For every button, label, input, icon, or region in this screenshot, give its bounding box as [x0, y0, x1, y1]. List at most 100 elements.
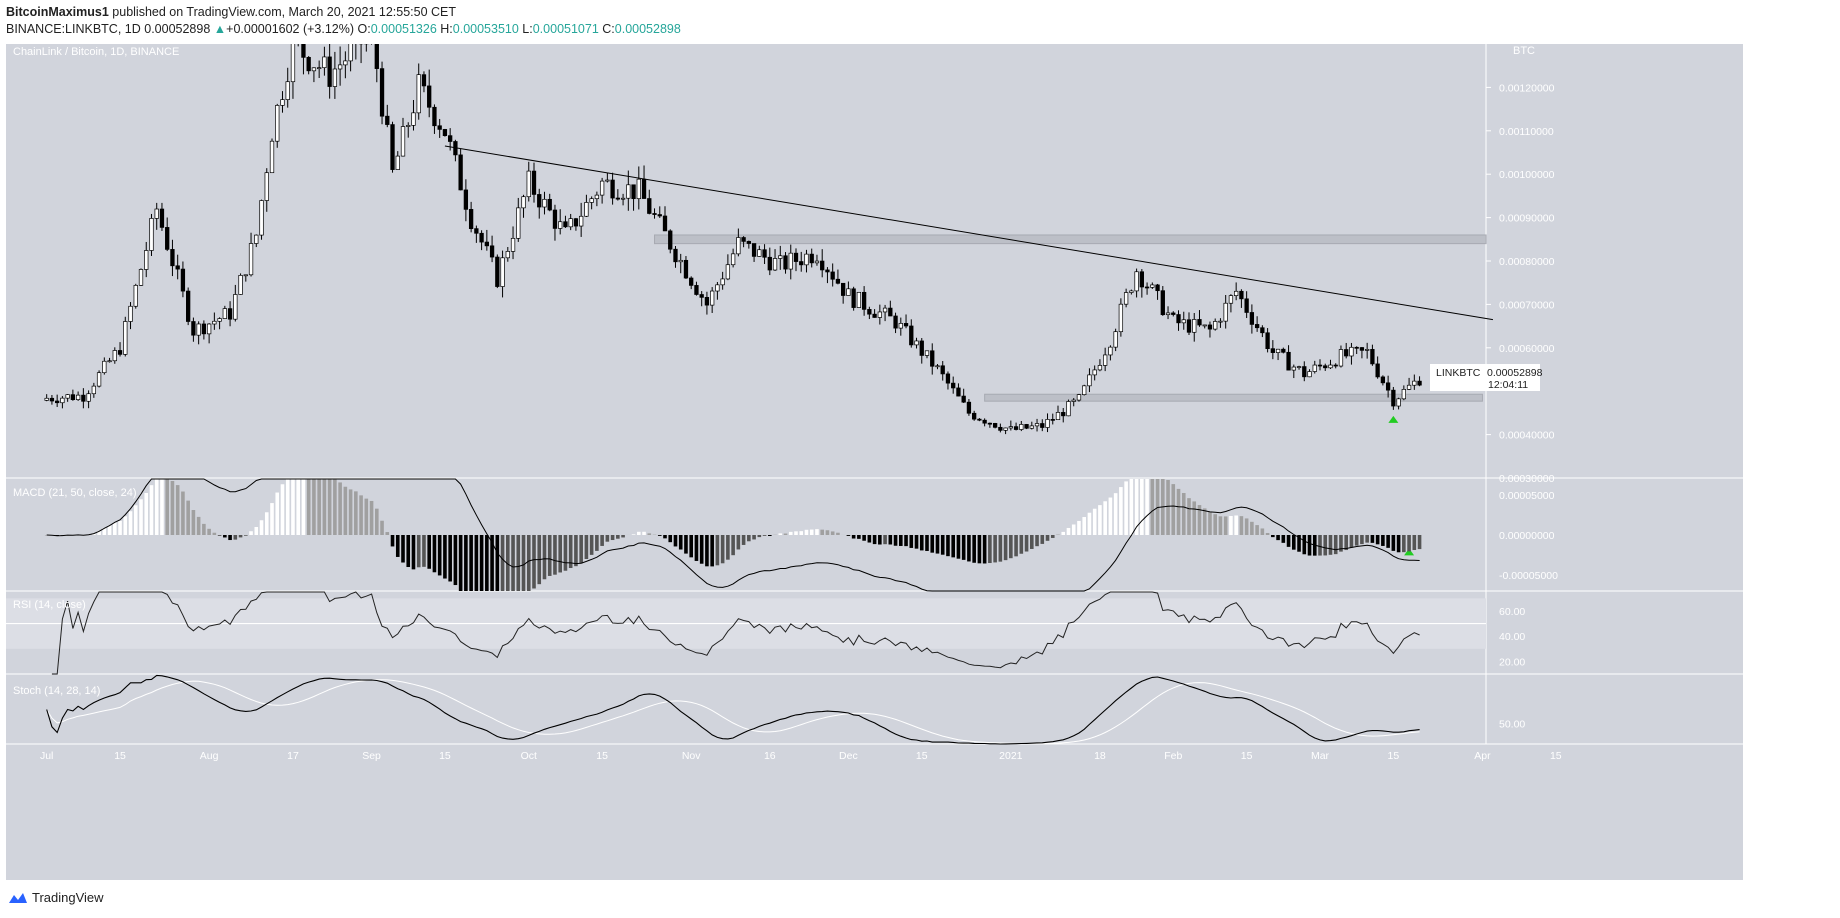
macd-histogram-bar: [663, 535, 667, 539]
macd-histogram-bar: [1181, 492, 1186, 535]
candle-body: [248, 243, 254, 276]
macd-histogram-bar: [1087, 512, 1092, 535]
macd-histogram-bar: [1276, 535, 1280, 541]
chart-area[interactable]: 0.00120000 0.00110000 0.00100000 0.00090000…: [6, 44, 1743, 880]
macd-histogram-bar: [804, 529, 809, 535]
macd-histogram-bar: [741, 535, 746, 545]
candle-body: [327, 56, 332, 87]
macd-histogram-bar: [1119, 487, 1123, 535]
candle-body: [1050, 419, 1055, 421]
macd-histogram-bar: [479, 535, 484, 591]
macd-histogram-bar: [888, 535, 893, 545]
candle-body: [259, 200, 264, 236]
macd-histogram-bar: [1239, 516, 1244, 535]
macd-histogram-bar: [427, 535, 431, 569]
candle-body: [432, 106, 437, 127]
candle-body: [206, 323, 212, 335]
candle-body: [1045, 419, 1050, 428]
macd-histogram-bar: [1014, 535, 1018, 557]
candle-body: [123, 321, 128, 355]
macd-histogram-bar: [380, 520, 384, 535]
candle-body: [1328, 364, 1333, 369]
symbol-ohlc-line: BINANCE:LINKBTC, 1D 0.00052898 ▲+0.00001…: [6, 22, 681, 36]
candle-body: [1312, 364, 1317, 372]
macd-histogram-bar: [259, 520, 264, 535]
macd-histogram-bar: [542, 535, 547, 580]
candle-body: [1417, 380, 1422, 386]
macd-histogram-bar: [102, 527, 107, 535]
rsi-tick-label: 60.00: [1499, 606, 1525, 618]
candle-body: [1254, 324, 1260, 329]
candle-body: [1213, 321, 1218, 330]
x-tick-label: 15: [439, 750, 451, 762]
macd-histogram-bar: [1045, 535, 1050, 541]
candle-body: [1281, 348, 1286, 353]
macd-histogram-bar: [899, 535, 903, 546]
macd-histogram-bar: [238, 535, 243, 538]
macd-histogram-bar: [757, 535, 762, 538]
macd-histogram-bar: [181, 491, 185, 535]
macd-histogram-bar: [1328, 535, 1333, 555]
x-tick-label: 15: [1241, 750, 1253, 762]
macd-histogram-bar: [788, 531, 793, 535]
macd-histogram-bar: [149, 485, 154, 535]
x-tick-label: 15: [114, 750, 126, 762]
macd-histogram-bar: [1098, 505, 1102, 535]
macd-histogram-bar: [610, 535, 615, 541]
macd-histogram-bar: [92, 533, 96, 535]
macd-histogram-bar: [422, 535, 426, 567]
macd-histogram-bar: [825, 530, 830, 535]
candle-body: [1296, 366, 1302, 368]
macd-histogram-bar: [1218, 516, 1223, 535]
candle-body: [1380, 376, 1386, 384]
close-value: 0.00052898: [614, 22, 681, 36]
candle-body: [437, 125, 442, 130]
candle-body: [919, 340, 924, 356]
author-name[interactable]: BitcoinMaximus1: [6, 5, 109, 19]
macd-histogram-bar: [97, 531, 101, 535]
macd-legend: MACD (21, 50, close, 24): [13, 487, 137, 499]
candle-body: [1139, 271, 1144, 288]
candle-body: [96, 372, 102, 387]
macd-histogram-bar: [354, 491, 358, 535]
macd-histogram-bar: [411, 535, 416, 570]
macd-histogram-bar: [275, 492, 280, 535]
macd-histogram-bar: [301, 479, 306, 535]
x-tick-label: Sep: [362, 750, 381, 762]
macd-histogram-bar: [495, 535, 500, 591]
macd-histogram-bar: [1339, 535, 1343, 552]
candle-body: [1118, 303, 1124, 333]
candle-body: [1066, 401, 1071, 417]
macd-histogram-bar: [1134, 479, 1139, 535]
macd-histogram-bar: [935, 535, 940, 554]
macd-histogram-bar: [595, 535, 599, 551]
candle-body: [1055, 412, 1061, 421]
macd-histogram-bar: [851, 535, 856, 539]
candle-body: [468, 209, 474, 229]
macd-histogram-bar: [967, 535, 971, 562]
candle-body: [793, 252, 799, 262]
footer-brand[interactable]: TradingView: [8, 890, 104, 905]
chart-svg[interactable]: 0.00120000 0.00110000 0.00100000 0.00090000…: [6, 44, 1743, 880]
macd-histogram-bar: [1171, 484, 1176, 535]
candle-body: [1370, 349, 1375, 365]
macd-histogram-bar: [165, 479, 169, 535]
buy-signal-arrow: [1388, 415, 1399, 423]
macd-histogram-bar: [107, 525, 112, 535]
candle-body: [516, 207, 521, 239]
macd-histogram-bar: [175, 485, 180, 535]
candle-body: [678, 259, 683, 263]
macd-histogram-bar: [1286, 535, 1291, 547]
candle-body: [1239, 290, 1244, 300]
candle-body: [668, 230, 673, 250]
macd-histogram-bar: [1040, 535, 1045, 544]
macd-histogram-bar: [998, 535, 1003, 562]
rsi-tick-label: 20.00: [1499, 656, 1525, 668]
candle-body: [154, 208, 159, 219]
candle-body: [746, 241, 751, 244]
candle-body: [269, 140, 275, 174]
candle-body: [856, 291, 862, 308]
candle-body: [75, 394, 81, 401]
macd-histogram-bar: [1381, 535, 1385, 546]
candle-body: [463, 189, 469, 210]
